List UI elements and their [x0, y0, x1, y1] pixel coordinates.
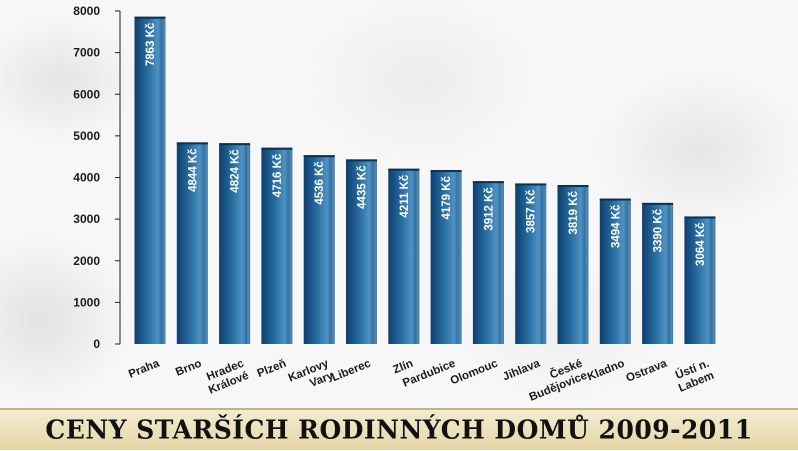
- bar-top: [388, 168, 420, 171]
- x-tick-label: Ústí n.Labem: [674, 357, 716, 395]
- bar-side: [500, 181, 504, 344]
- x-tick-label: Praha: [127, 357, 162, 380]
- bar-top: [176, 142, 208, 145]
- bar-side: [374, 159, 377, 344]
- bar-value-label: 3390 Kč: [653, 208, 665, 252]
- bar-side: [247, 143, 251, 344]
- bar-chart: 0 1000 2000 3000 4000 5000 6000 7000 8000 7863 K…: [73, 4, 716, 404]
- bar-side: [416, 168, 420, 344]
- bar: [219, 143, 251, 344]
- bar-side: [585, 185, 589, 344]
- bar: [346, 159, 377, 344]
- bar-top: [430, 170, 462, 173]
- bar-top: [346, 159, 377, 162]
- chart-axes: 0 1000 2000 3000 4000 5000 6000 7000 8000: [73, 4, 121, 351]
- y-tick-label: 7000: [73, 46, 100, 60]
- bar-top: [472, 181, 504, 184]
- bar: [176, 142, 208, 344]
- footer-band: [0, 408, 798, 450]
- x-tick-label: Jihlava: [501, 357, 542, 383]
- bar-top: [134, 16, 166, 19]
- bar-top: [684, 216, 716, 219]
- x-tick-label-line: Liberec: [330, 357, 373, 384]
- bar-top: [557, 185, 589, 188]
- bar-value-label: 4536 Kč: [314, 161, 326, 205]
- bar-value-label: 4716 Kč: [272, 153, 284, 197]
- bar-value-label: 4844 Kč: [187, 148, 199, 192]
- chart-bars: [134, 16, 716, 344]
- bar-value-label: 4435 Kč: [357, 165, 369, 209]
- y-tick-label: 5000: [73, 129, 100, 143]
- bar-value-label: 3912 Kč: [483, 187, 495, 231]
- y-tick-label: 2000: [73, 254, 100, 268]
- bar: [557, 185, 589, 344]
- bar-top: [303, 155, 335, 158]
- bar-top: [642, 202, 674, 205]
- bar-value-label: 7863 Kč: [145, 22, 157, 66]
- y-tick-label: 4000: [73, 171, 100, 185]
- bar-side: [162, 16, 166, 344]
- bar: [599, 198, 631, 344]
- bar-value-label: 3494 Kč: [610, 204, 622, 248]
- x-tick-label: Olomouc: [449, 357, 500, 387]
- bar-value-label: 3857 Kč: [526, 189, 538, 233]
- bar-top: [599, 198, 631, 201]
- bar-side: [331, 155, 335, 344]
- bar-side: [543, 183, 547, 344]
- bar-side: [458, 170, 462, 344]
- bar-side: [670, 202, 674, 344]
- x-tick-label: Ostrava: [625, 357, 670, 384]
- bar: [430, 170, 462, 344]
- y-tick-label: 1000: [73, 295, 100, 309]
- x-tick-label-line: Brno: [174, 358, 203, 379]
- x-tick-label: Liberec: [330, 357, 373, 384]
- x-tick-label-line: Praha: [127, 357, 162, 380]
- bar-value-label: 4824 Kč: [230, 149, 242, 193]
- y-tick-label: 0: [93, 337, 100, 351]
- bar-value-label: 4211 Kč: [399, 174, 411, 217]
- bar: [642, 202, 674, 344]
- x-tick-label-line: Kladno: [586, 358, 627, 384]
- x-tick-label: Brno: [174, 358, 203, 379]
- y-tick-label: 3000: [73, 212, 100, 226]
- bar-value-label: 4179 Kč: [441, 175, 453, 219]
- chart-title: CENY STARŠÍCH RODINNÝCH DOMŮ 2009-2011: [45, 414, 753, 445]
- bar-value-label: 3819 Kč: [568, 190, 580, 234]
- bar-top: [515, 183, 547, 186]
- x-tick-label-line: Jihlava: [501, 357, 542, 383]
- x-tick-label: Plzeň: [256, 358, 288, 380]
- x-tick-label-line: Ostrava: [625, 357, 670, 384]
- bar-side: [712, 216, 716, 344]
- bar-side: [289, 147, 293, 344]
- x-tick-label-line: Plzeň: [256, 358, 288, 380]
- bar: [684, 216, 716, 344]
- y-tick-label: 8000: [73, 4, 100, 18]
- y-tick-label: 6000: [73, 87, 100, 101]
- bar: [134, 16, 166, 344]
- bar: [303, 155, 335, 344]
- bar-side: [204, 142, 208, 344]
- bar-value-label: 3064 Kč: [695, 222, 707, 266]
- x-tick-label-line: Olomouc: [449, 357, 500, 387]
- bar: [472, 181, 504, 344]
- x-tick-label: Kladno: [586, 358, 627, 384]
- bar-top: [219, 143, 251, 146]
- bar-side: [627, 198, 631, 344]
- bar: [261, 147, 293, 344]
- bar: [515, 183, 547, 344]
- bar-top: [261, 147, 293, 150]
- bar: [388, 168, 420, 344]
